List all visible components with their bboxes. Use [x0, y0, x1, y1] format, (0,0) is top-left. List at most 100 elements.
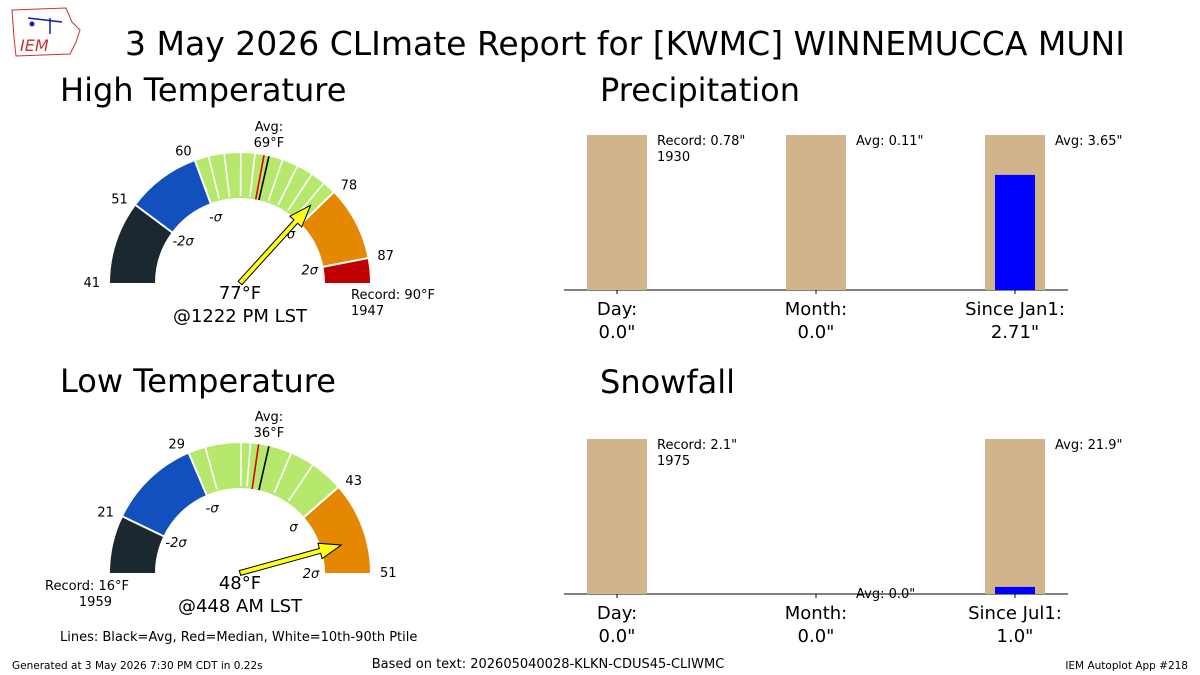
- avg-value-label: 69°F: [254, 136, 285, 151]
- gauge-band-separator: [194, 160, 212, 204]
- gauge-band: [110, 205, 172, 283]
- category-label: Since Jul1:: [968, 603, 1062, 624]
- lines-legend-note: Lines: Black=Avg, Red=Median, White=10th…: [60, 630, 417, 645]
- sigma-label: -2σ: [165, 536, 187, 551]
- percentile-line: [249, 153, 256, 197]
- sigma-label: σ: [287, 228, 296, 243]
- gauge-band: [195, 152, 334, 224]
- gauge-band: [122, 453, 207, 537]
- category-value-label: 0.0": [599, 322, 636, 343]
- snowfall-title: Snowfall: [600, 363, 735, 401]
- percentile-line: [287, 174, 313, 211]
- weather-vane-icon: [27, 17, 63, 23]
- sigma-label: 2σ: [301, 263, 318, 278]
- low-temp-title: Low Temperature: [60, 362, 336, 400]
- gauge-range-label: 51: [380, 566, 397, 581]
- median-line: [251, 444, 260, 489]
- median-line: [254, 155, 265, 200]
- gauge-band-separator: [135, 204, 173, 233]
- gauge-band-separator: [122, 515, 164, 538]
- high-temp-gauge: 41 51 60 78 87 -2σ -σ σ 2σ Avg:69°F 77°F@1222 PM L…: [83, 120, 435, 327]
- observed-temp: 48°F: [219, 573, 261, 594]
- gauge-band: [304, 487, 370, 573]
- app-label: IEM Autoplot App #218: [1065, 660, 1188, 672]
- source-text: Based on text: 202605040028-KLKN-CDUS45-…: [372, 657, 725, 672]
- category-value-label: 0.0": [798, 322, 835, 343]
- gauge-band-separator: [300, 191, 335, 225]
- gauge-range-label: 87: [377, 249, 394, 264]
- gauge-range-label: 41: [83, 276, 100, 291]
- bar-annotation-year: 1930: [657, 150, 690, 165]
- iowa-state-outline-icon: [11, 7, 81, 57]
- bar-annotation: Avg: 0.11": [856, 134, 924, 149]
- gauge-range-label: 21: [97, 505, 114, 520]
- weather-vane-hub-icon: [29, 21, 35, 27]
- observed-time: @1222 PM LST: [173, 306, 308, 327]
- page-title: 3 May 2026 CLImate Report for [KWMC] WIN…: [125, 24, 1125, 63]
- bar-annotation: Avg: 21.9": [1055, 438, 1123, 453]
- iem-logo[interactable]: IEM: [11, 7, 81, 57]
- generated-timestamp: Generated at 3 May 2026 7:30 PM CDT in 0…: [12, 660, 263, 672]
- normal-bar: [587, 439, 647, 594]
- average-line: [258, 446, 270, 491]
- category-label: Day:: [597, 299, 637, 320]
- sigma-label: -σ: [209, 210, 223, 225]
- gauge-band: [188, 442, 338, 518]
- category-label: Month:: [785, 603, 847, 624]
- record-label: Record: 16°F: [45, 579, 129, 594]
- normal-bar: [587, 135, 647, 290]
- avg-label: Avg:: [255, 410, 283, 425]
- category-label: Since Jan1:: [965, 299, 1065, 320]
- observed-time: @448 AM LST: [178, 596, 303, 617]
- sigma-label: -2σ: [172, 235, 194, 250]
- gauge-range-label: 29: [168, 437, 185, 452]
- gauge-band: [323, 258, 370, 283]
- logo-text: IEM: [20, 36, 49, 55]
- avg-value-label: 36°F: [254, 426, 285, 441]
- avg-label: Avg:: [255, 120, 283, 135]
- percentile-line: [267, 159, 284, 202]
- observed-bar: [995, 586, 1035, 594]
- category-label: Day:: [597, 603, 637, 624]
- low-temp-gauge: 21 29 43 51 -2σ -σ σ 2σ Avg:36°F 48°F@448 AM LST R…: [45, 410, 397, 617]
- gauge-range-label: 51: [111, 192, 128, 207]
- percentile-line: [273, 453, 292, 494]
- sigma-label: -σ: [206, 502, 220, 517]
- percentile-line: [246, 443, 252, 487]
- category-value-label: 0.0": [599, 626, 636, 647]
- bar-annotation: Record: 2.1": [657, 438, 737, 453]
- needle-arrow: [237, 204, 312, 286]
- high-temp-title: High Temperature: [60, 71, 346, 109]
- gauge-range-label: 43: [345, 474, 362, 489]
- precip-title: Precipitation: [600, 71, 800, 109]
- gauge-band-separator: [323, 257, 368, 268]
- sigma-label: 2σ: [303, 567, 320, 582]
- precip-bar-chart: Day:0.0"Record: 0.78"1930Month:0.0"Avg: …: [564, 134, 1123, 343]
- record-year: 1959: [79, 595, 112, 610]
- gauge-band-separator: [187, 453, 208, 496]
- gauge-band: [301, 192, 368, 267]
- category-value-label: 2.71": [991, 322, 1039, 343]
- percentile-line: [204, 447, 218, 490]
- category-label: Month:: [785, 299, 847, 320]
- normal-bar: [985, 439, 1045, 594]
- category-value-label: 1.0": [997, 626, 1034, 647]
- gauge-band-separator: [303, 486, 339, 518]
- observed-bar: [995, 174, 1035, 290]
- gauge-range-label: 78: [341, 179, 358, 194]
- record-year: 1947: [351, 304, 384, 319]
- needle-arrow: [238, 542, 343, 577]
- bar-annotation: Record: 0.78": [657, 134, 745, 149]
- observed-temp: 77°F: [219, 283, 261, 304]
- percentile-line: [277, 165, 298, 206]
- percentile-line: [223, 153, 231, 197]
- percentile-line: [207, 156, 220, 199]
- sigma-label: σ: [289, 520, 298, 535]
- gauge-range-label: 60: [175, 145, 192, 160]
- bar-annotation-year: 1975: [657, 454, 690, 469]
- bar-annotation: Avg: 0.0": [856, 587, 915, 602]
- average-line: [258, 156, 270, 201]
- bar-annotation: Avg: 3.65": [1055, 134, 1123, 149]
- category-value-label: 0.0": [798, 626, 835, 647]
